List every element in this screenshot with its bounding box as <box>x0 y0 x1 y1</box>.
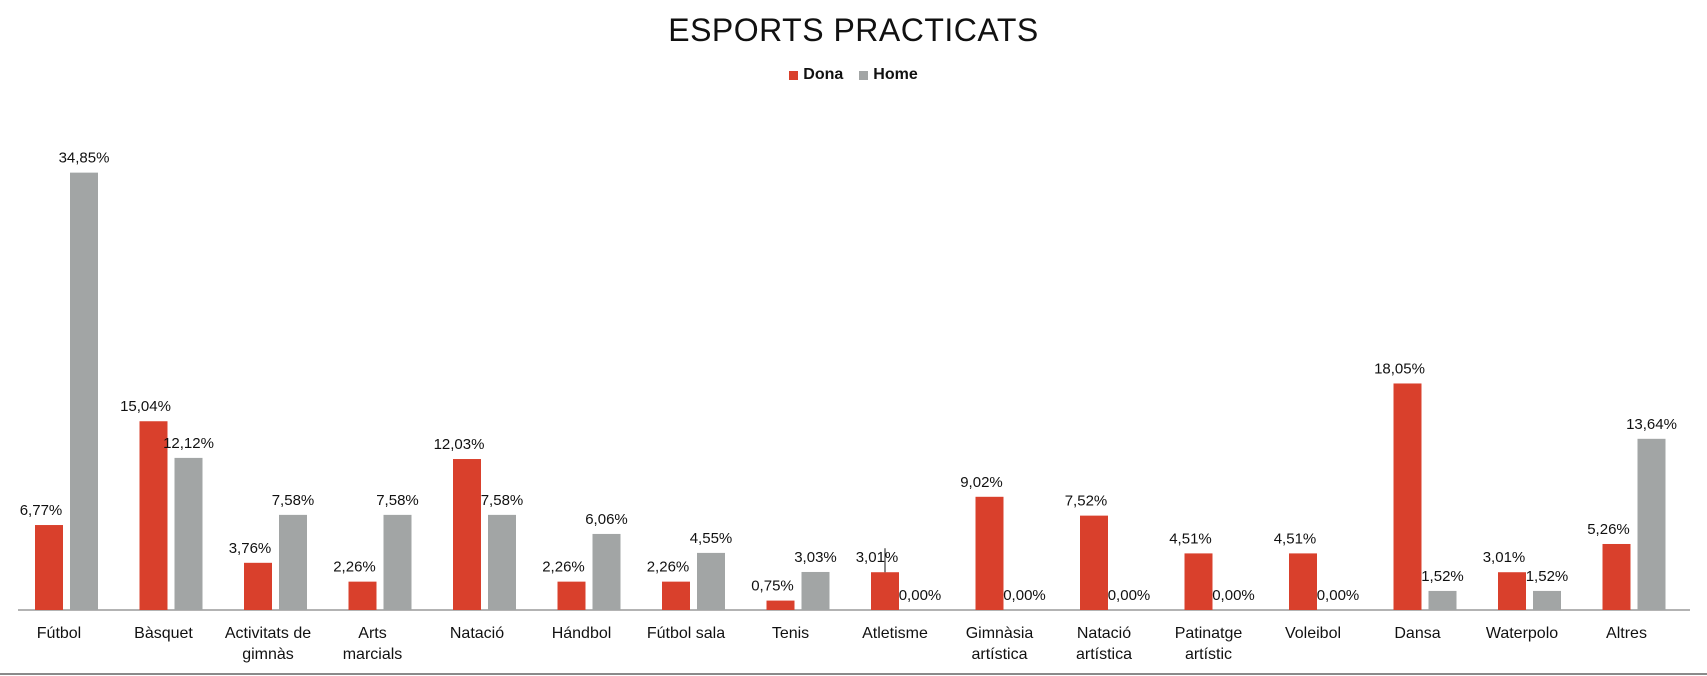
category-label-altres: Altres <box>1606 625 1647 642</box>
category-label-futbol: Fútbol <box>37 625 81 642</box>
legend-item-dona[interactable]: Dona <box>789 66 843 84</box>
bottom-rule <box>0 673 1707 675</box>
data-label-home-altres: 13,64% <box>1626 416 1677 433</box>
bar-home-natacio[interactable] <box>488 514 516 610</box>
data-label-home-futbol-sala: 4,55% <box>690 530 733 547</box>
data-label-home-voleibol: 0,00% <box>1317 587 1360 604</box>
category-label-activitats-de-gimnas: Activitats de gimnàs <box>225 625 311 663</box>
bar-dona-patinatge-artistic[interactable] <box>1184 553 1213 610</box>
data-label-dona-patinatge-artistic: 4,51% <box>1169 530 1212 547</box>
bar-dona-altres[interactable] <box>1602 543 1631 610</box>
legend-swatch-dona <box>789 70 799 80</box>
category-label-tenis: Tenis <box>772 625 809 642</box>
data-label-home-natacio-artistica: 0,00% <box>1108 587 1151 604</box>
category-label-arts-marcials: Arts marcials <box>343 625 403 663</box>
bar-dona-voleibol[interactable] <box>1289 553 1317 610</box>
legend-label-dona: Dona <box>803 66 844 83</box>
data-label-dona-tenis: 0,75% <box>751 578 794 595</box>
bar-home-dansa[interactable] <box>1428 590 1457 610</box>
data-label-home-atletisme: 0,00% <box>899 587 942 604</box>
data-label-home-waterpolo: 1,52% <box>1526 568 1569 585</box>
legend-swatch-home <box>859 70 869 80</box>
data-label-dona-altres: 5,26% <box>1587 521 1630 538</box>
data-label-dona-arts-marcials: 2,26% <box>333 559 376 576</box>
data-label-dona-handbol: 2,26% <box>542 559 585 576</box>
bar-home-futbol[interactable] <box>70 172 98 610</box>
data-label-dona-basquet: 15,04% <box>120 398 171 415</box>
data-label-dona-futbol-sala: 2,26% <box>647 559 690 576</box>
data-label-home-activitats-de-gimnas: 7,58% <box>272 492 315 509</box>
bar-home-futbol-sala[interactable] <box>697 552 725 610</box>
bar-home-tenis[interactable] <box>801 571 830 610</box>
bar-dona-gimnasia-artistica[interactable] <box>975 496 1004 610</box>
data-label-home-futbol: 34,85% <box>59 150 110 167</box>
bar-dona-activitats-de-gimnas[interactable] <box>244 562 272 610</box>
bar-home-basquet[interactable] <box>174 457 203 610</box>
category-label-natacio: Natació <box>450 625 504 642</box>
category-label-gimnasia-artistica: Gimnàsia artística <box>966 625 1034 663</box>
category-label-handbol: Hándbol <box>552 625 612 642</box>
bar-dona-atletisme[interactable] <box>871 572 899 610</box>
data-label-dona-dansa: 18,05% <box>1374 360 1425 377</box>
data-label-home-tenis: 3,03% <box>794 549 837 566</box>
bar-dona-basquet[interactable] <box>139 421 168 610</box>
bar-home-handbol[interactable] <box>592 533 621 610</box>
bar-home-activitats-de-gimnas[interactable] <box>279 514 307 610</box>
data-label-dona-natacio: 12,03% <box>434 436 485 453</box>
data-label-home-patinatge-artistic: 0,00% <box>1212 587 1255 604</box>
data-label-home-natacio: 7,58% <box>481 492 524 509</box>
chart-title: ESPORTS PRACTICATS <box>668 12 1039 48</box>
bar-dona-arts-marcials[interactable] <box>348 581 377 610</box>
data-label-dona-atletisme: 3,01% <box>856 549 899 566</box>
category-label-futbol-sala: Fútbol sala <box>647 625 725 642</box>
data-label-home-basquet: 12,12% <box>163 435 214 452</box>
bar-dona-futbol[interactable] <box>35 525 63 610</box>
bar-home-waterpolo[interactable] <box>1533 590 1561 610</box>
category-label-natacio-artistica: Natació artística <box>1076 625 1132 663</box>
category-label-atletisme: Atletisme <box>862 625 928 642</box>
data-label-dona-natacio-artistica: 7,52% <box>1065 493 1108 510</box>
legend-item-home[interactable]: Home <box>859 66 918 84</box>
bar-dona-natacio-artistica[interactable] <box>1080 515 1108 610</box>
category-label-dansa: Dansa <box>1394 625 1440 642</box>
bar-home-altres[interactable] <box>1637 438 1666 610</box>
data-label-home-dansa: 1,52% <box>1421 568 1464 585</box>
data-label-home-gimnasia-artistica: 0,00% <box>1003 587 1046 604</box>
category-label-voleibol: Voleibol <box>1285 625 1341 642</box>
bar-dona-futbol-sala[interactable] <box>662 581 690 610</box>
data-label-home-arts-marcials: 7,58% <box>376 492 419 509</box>
bar-dona-dansa[interactable] <box>1393 383 1422 610</box>
bar-dona-handbol[interactable] <box>557 581 586 610</box>
bar-dona-natacio[interactable] <box>453 459 481 610</box>
bar-dona-tenis[interactable] <box>766 600 795 610</box>
data-label-dona-futbol: 6,77% <box>20 502 63 519</box>
category-label-patinatge-artistic: Patinatge artístic <box>1175 625 1243 663</box>
category-label-waterpolo: Waterpolo <box>1486 625 1558 642</box>
data-label-dona-waterpolo: 3,01% <box>1483 549 1526 566</box>
legend-label-home: Home <box>873 66 918 83</box>
data-label-dona-voleibol: 4,51% <box>1274 530 1317 547</box>
legend: Dona Home <box>0 66 1707 84</box>
bar-dona-waterpolo[interactable] <box>1498 572 1526 610</box>
data-label-dona-activitats-de-gimnas: 3,76% <box>229 540 272 557</box>
data-label-dona-gimnasia-artistica: 9,02% <box>960 474 1003 491</box>
category-label-basquet: Bàsquet <box>134 625 193 642</box>
data-label-home-handbol: 6,06% <box>585 511 628 528</box>
bar-home-arts-marcials[interactable] <box>383 514 412 610</box>
